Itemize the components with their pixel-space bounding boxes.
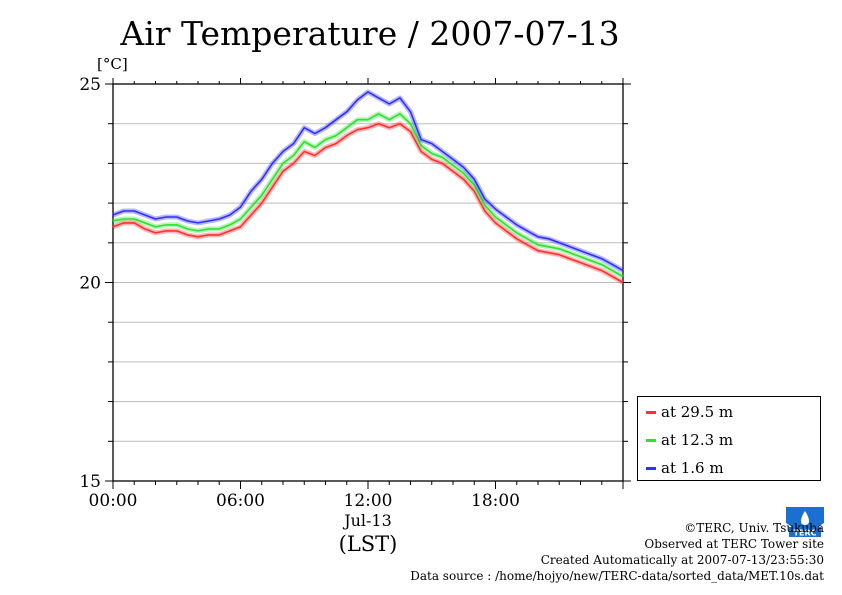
y-axis-unit-label: [°C]: [97, 55, 128, 73]
copyright-text: ©TERC, Univ. Tsukuba: [684, 521, 824, 535]
created-text: Created Automatically at 2007-07-13/23:5…: [540, 553, 824, 567]
series-line-0: [112, 122, 624, 284]
legend-label-12-3m: at 12.3 m: [661, 431, 734, 449]
legend-item-12-3m: at 12.3 m: [646, 430, 733, 450]
legend-item-1-6m: at 1.6 m: [646, 458, 724, 478]
x-tick-label: 00:00: [89, 491, 138, 511]
legend-item-29-5m: at 29.5 m: [646, 402, 733, 422]
y-tick-label: 20: [79, 274, 101, 294]
x-axis-date-label: Jul-13: [342, 511, 392, 530]
legend-label-29-5m: at 29.5 m: [661, 403, 734, 421]
legend-swatch-29-5m: [646, 410, 656, 414]
series-line-2: [112, 91, 624, 272]
legend: at 29.5 m at 12.3 m at 1.6 m: [637, 396, 821, 481]
chart-title: Air Temperature / 2007-07-13: [120, 14, 620, 53]
x-tick-label: 06:00: [216, 491, 265, 511]
x-axis-label: (LST): [339, 532, 398, 556]
x-tick-label: 18:00: [471, 491, 520, 511]
credits-block: ©TERC, Univ. Tsukuba Observed at TERC To…: [410, 520, 824, 584]
site-text: Observed at TERC Tower site: [644, 537, 824, 551]
x-tick-label: 12:00: [344, 491, 393, 511]
y-tick-label: 15: [79, 472, 101, 492]
legend-label-1-6m: at 1.6 m: [661, 459, 724, 477]
source-text: Data source : /home/hojyo/new/TERC-data/…: [410, 569, 824, 583]
logo-text: TERC: [794, 529, 817, 538]
y-tick-label: 25: [79, 75, 101, 95]
legend-swatch-1-6m: [646, 466, 656, 470]
terc-logo-icon: TERC: [786, 507, 824, 538]
legend-swatch-12-3m: [646, 438, 656, 442]
series-line-1: [112, 113, 624, 278]
